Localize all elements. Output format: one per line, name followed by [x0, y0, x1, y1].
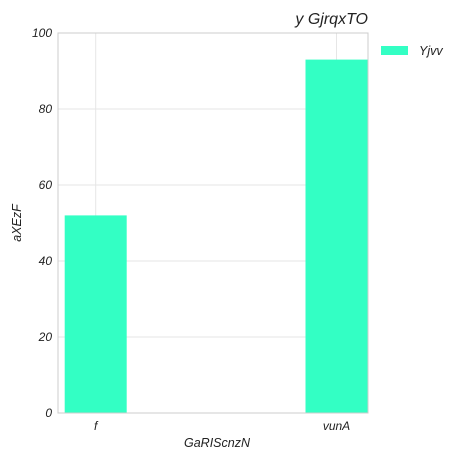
bars	[64, 59, 368, 413]
y-tick-label: 0	[45, 406, 52, 420]
y-axis-label: aXEzF	[10, 203, 24, 242]
legend-label-yjvv: Yjvv	[419, 44, 443, 58]
x-tick-label: f	[94, 419, 99, 433]
y-tick-label: 20	[38, 330, 53, 344]
y-tick-label: 60	[39, 178, 53, 192]
y-tick-label: 100	[32, 26, 52, 40]
bar-f	[64, 215, 127, 413]
x-tick-label: vunA	[323, 419, 350, 433]
y-tick-label: 40	[39, 254, 53, 268]
plot-area-frame	[57, 32, 369, 414]
bar-vuna	[305, 59, 368, 413]
chart-title: y GjrqxTO	[294, 11, 368, 28]
legend-swatch	[381, 46, 408, 55]
y-tick-label: 80	[39, 102, 53, 116]
y-ticks: 0 20 40 60 80 100	[32, 26, 52, 420]
legend: Yjvv	[381, 44, 443, 58]
x-axis-label: GaRIScnzN	[184, 436, 251, 450]
x-ticks: f vunA	[94, 419, 350, 433]
